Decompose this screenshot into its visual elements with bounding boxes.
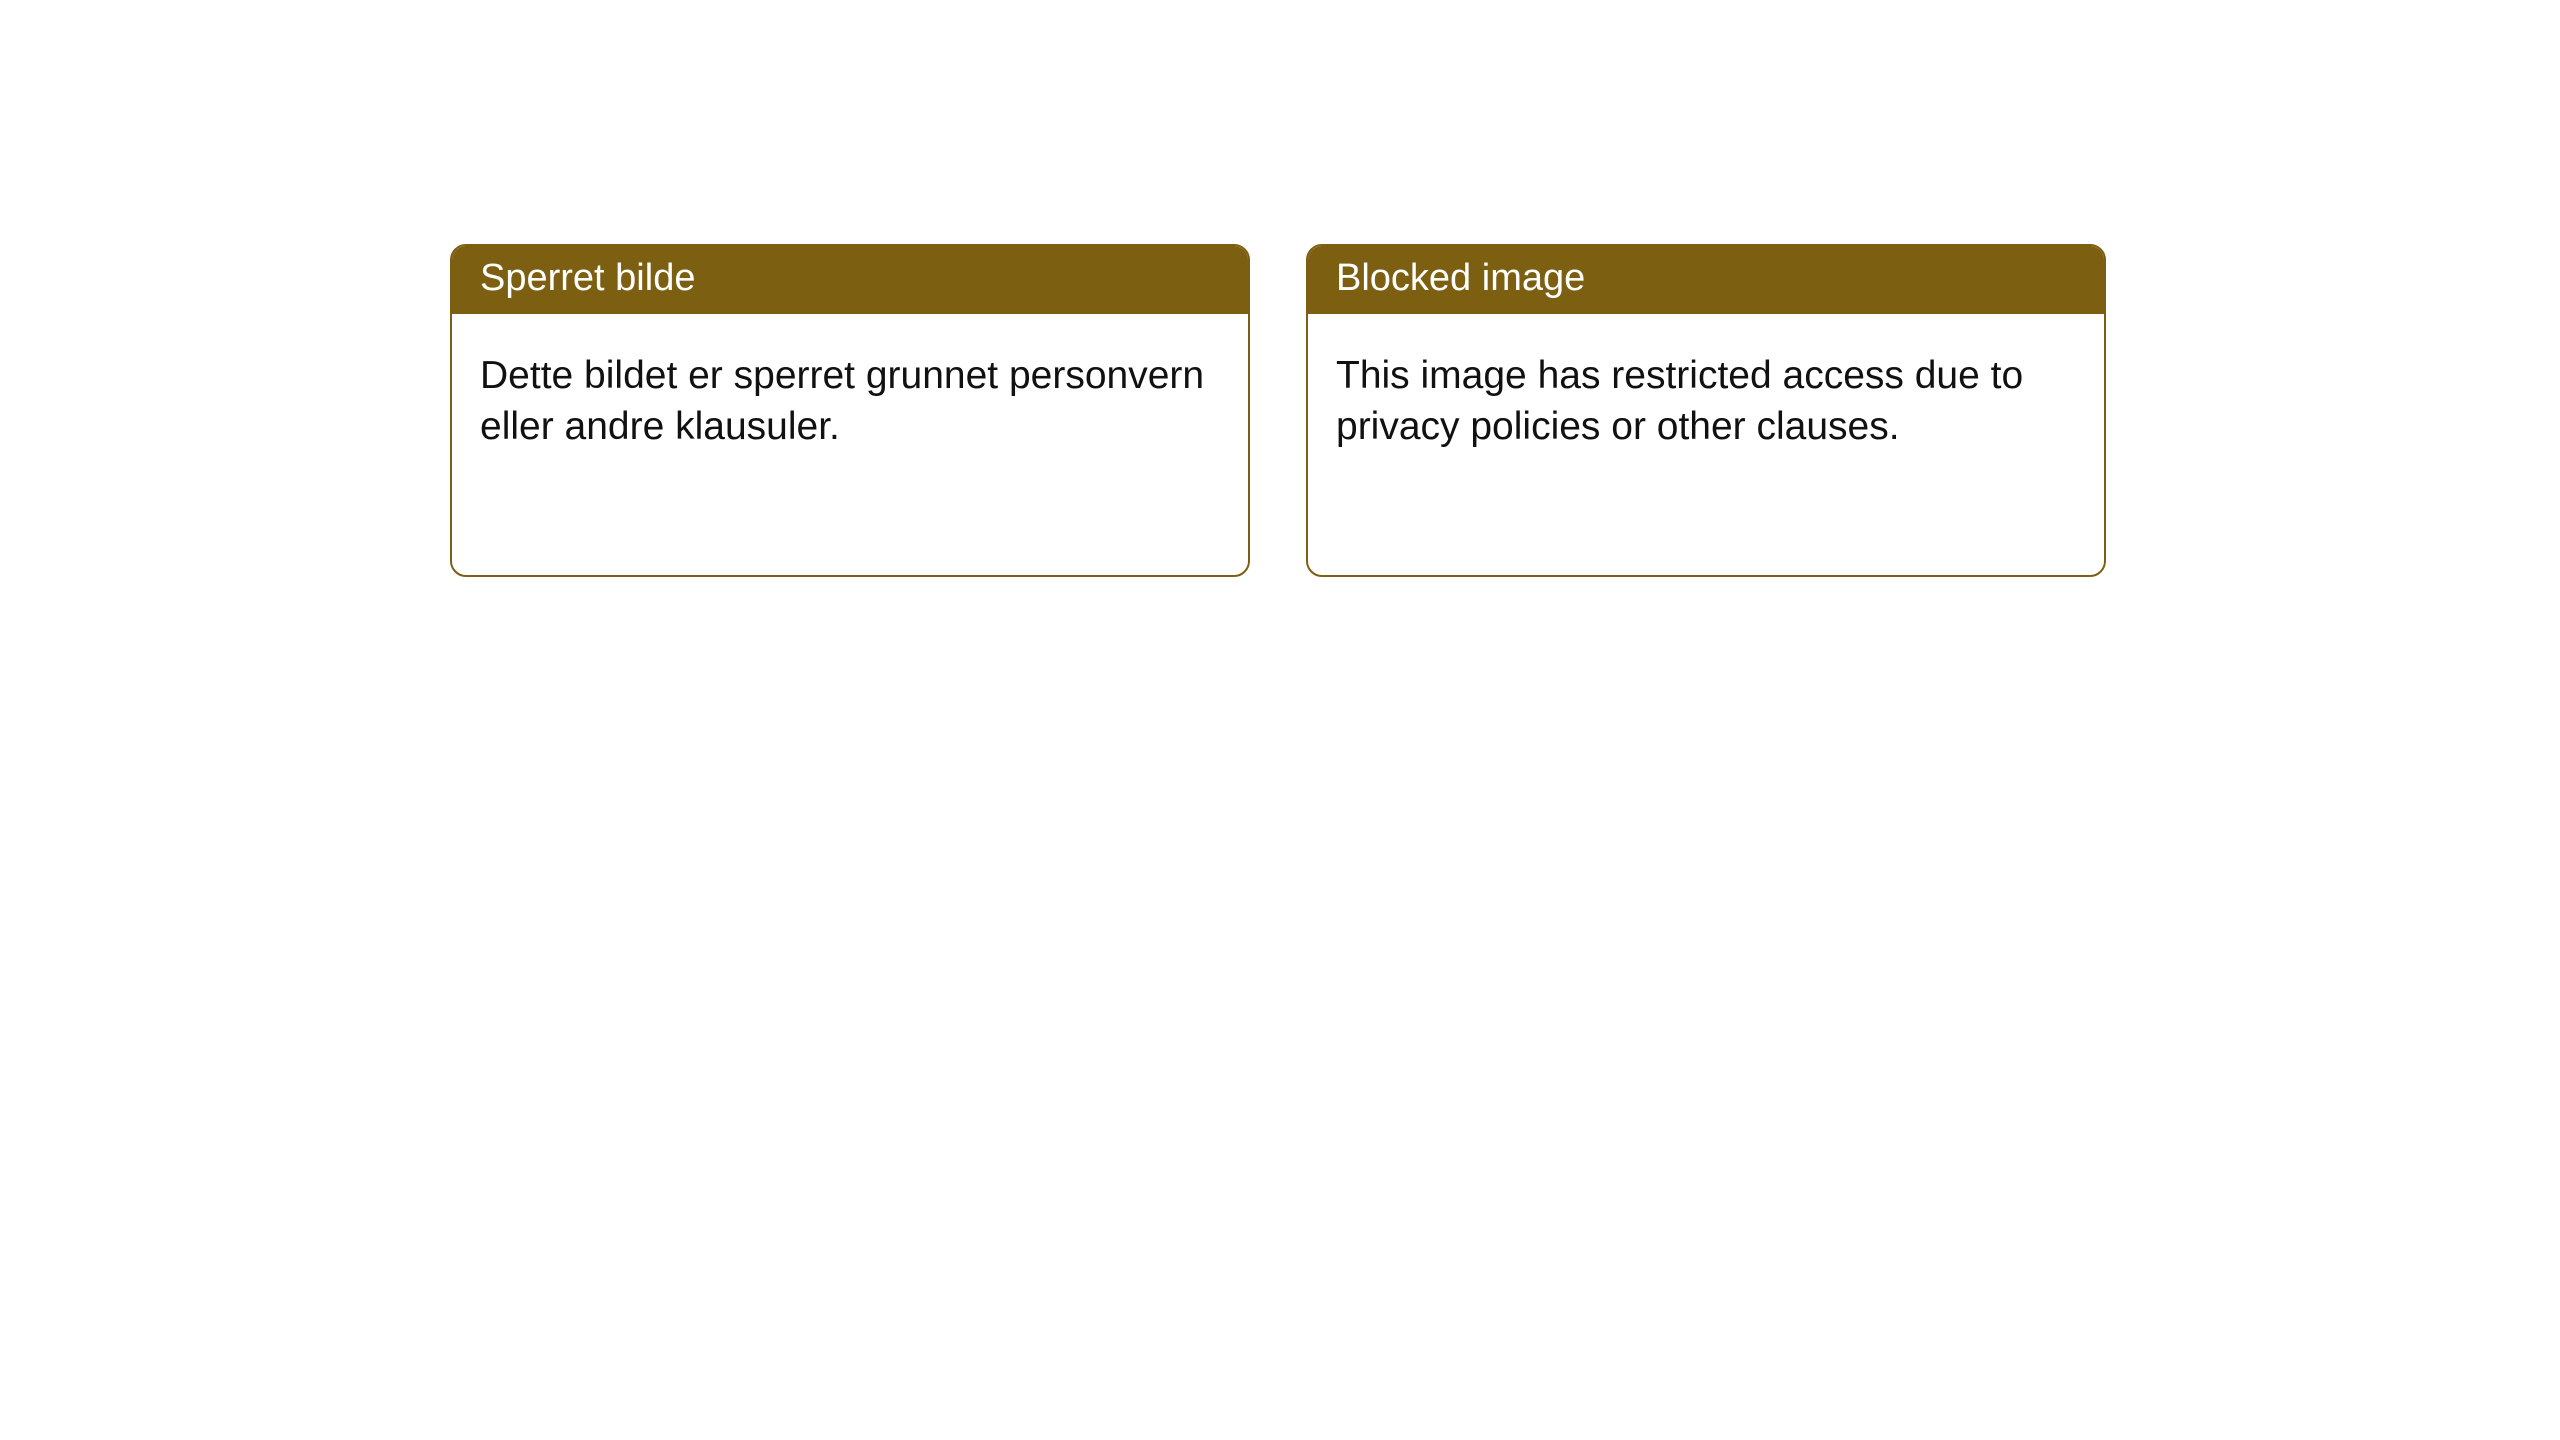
card-header: Blocked image <box>1308 246 2104 314</box>
notice-cards-container: Sperret bilde Dette bildet er sperret gr… <box>0 0 2560 577</box>
card-title: Blocked image <box>1336 257 1585 299</box>
notice-card-english: Blocked image This image has restricted … <box>1306 244 2106 577</box>
card-header: Sperret bilde <box>452 246 1248 314</box>
card-body: Dette bildet er sperret grunnet personve… <box>452 314 1248 481</box>
card-body-text: This image has restricted access due to … <box>1336 354 2023 448</box>
card-body-text: Dette bildet er sperret grunnet personve… <box>480 354 1204 448</box>
card-title: Sperret bilde <box>480 257 695 299</box>
card-body: This image has restricted access due to … <box>1308 314 2104 481</box>
notice-card-norwegian: Sperret bilde Dette bildet er sperret gr… <box>450 244 1250 577</box>
